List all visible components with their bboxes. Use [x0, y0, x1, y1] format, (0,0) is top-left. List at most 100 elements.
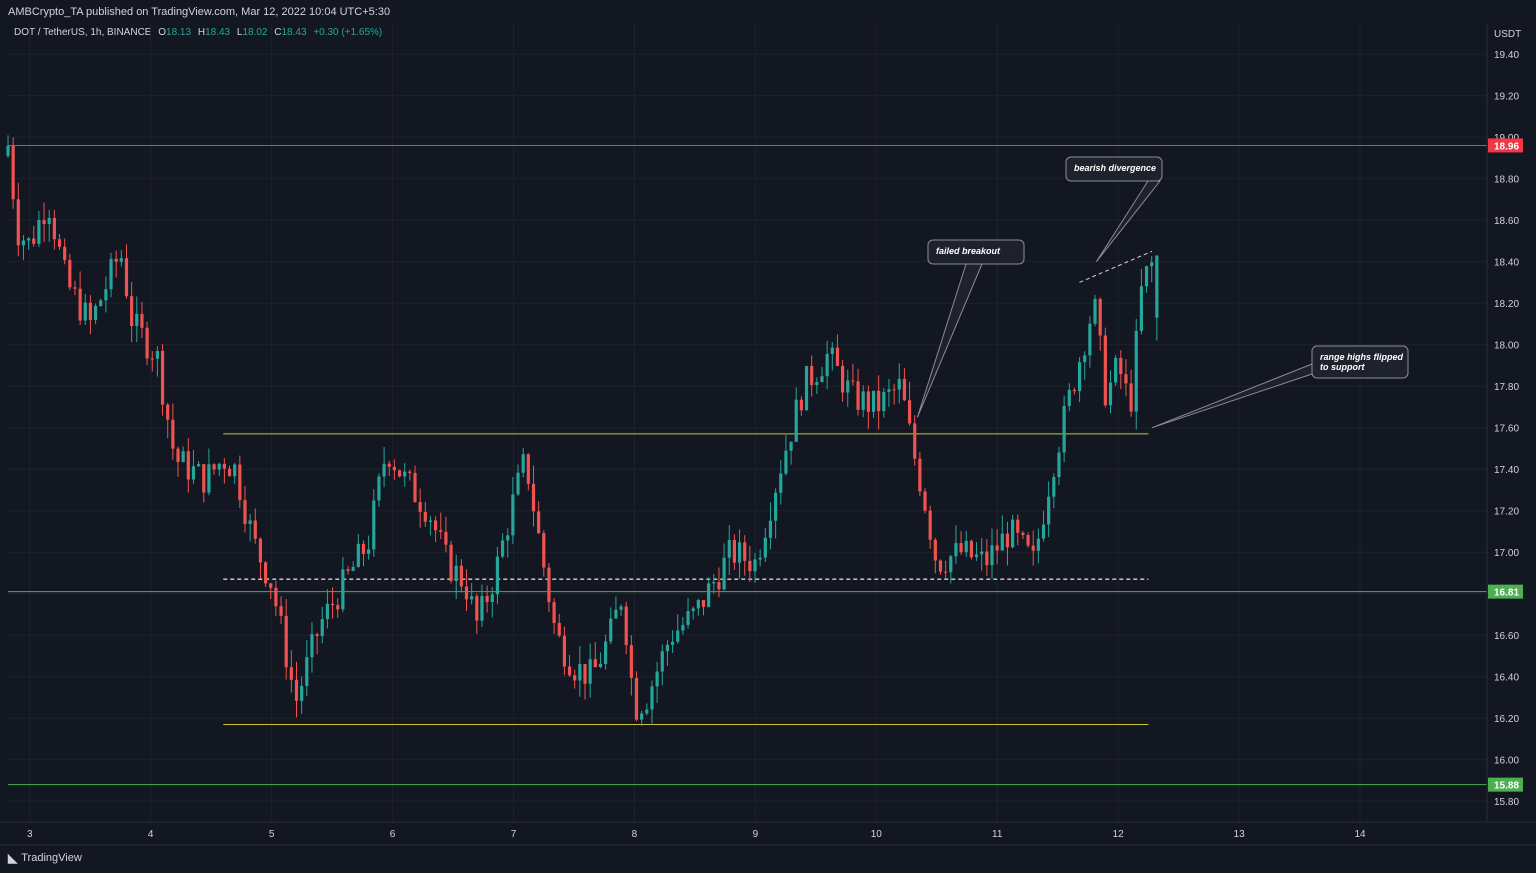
candle-body — [16, 199, 20, 246]
candle-body — [372, 500, 376, 550]
callout-pointer — [916, 263, 983, 418]
candle-body — [150, 358, 154, 360]
candle-body — [454, 565, 458, 581]
candle-body — [284, 615, 288, 668]
candle-body — [588, 659, 592, 684]
candle-body — [21, 240, 26, 246]
annotations[interactable]: bearish divergence failed breakout range h… — [916, 156, 1409, 429]
callout-text: bearish divergence — [1074, 163, 1156, 173]
support-price-tag — [1488, 777, 1523, 792]
candle-body — [1108, 382, 1113, 406]
candle-body — [969, 540, 973, 558]
candle-body — [490, 594, 494, 602]
candle-body — [774, 492, 778, 521]
price-axis-pane[interactable] — [1487, 0, 1536, 873]
symbol-name[interactable]: DOT / TetherUS, 1h, BINANCE — [14, 27, 152, 38]
y-tick-label: 17.00 — [1494, 548, 1519, 559]
candle-body — [526, 454, 530, 484]
low-value: 18.02 — [242, 27, 268, 38]
close-label: C — [274, 27, 282, 38]
y-tick-label: 16.40 — [1494, 673, 1519, 684]
candle-body — [676, 630, 680, 642]
candle-body — [202, 464, 206, 493]
candle-body — [325, 603, 330, 620]
candle-body — [573, 675, 577, 681]
candle-body — [1093, 298, 1097, 324]
candle-body — [186, 451, 190, 480]
candle-body — [99, 300, 103, 307]
candle-body — [1052, 476, 1056, 497]
candle-body — [434, 520, 438, 531]
candle-body — [37, 220, 41, 244]
candle-body — [995, 545, 999, 551]
candle-body — [598, 663, 603, 668]
candle-body — [856, 381, 860, 410]
candle-body — [423, 511, 427, 522]
candle-body — [583, 664, 587, 684]
callout[interactable]: bearish divergence — [1065, 156, 1163, 262]
candle-body — [145, 327, 149, 359]
candle-body — [207, 464, 211, 493]
divergence-trendline[interactable] — [1079, 250, 1153, 283]
candle-body — [804, 366, 809, 411]
candle-body — [27, 238, 31, 241]
open-label: O — [158, 27, 167, 38]
candle-body — [918, 458, 922, 492]
range-box[interactable] — [223, 433, 1149, 725]
callout-pointer — [1095, 180, 1162, 262]
tradingview-logo[interactable]: ◣ TradingView — [8, 851, 82, 865]
candle-body — [670, 641, 675, 645]
price-axis[interactable]: USDT19.4019.2019.0018.8018.6018.4018.201… — [1486, 0, 1536, 873]
candle-body — [897, 378, 901, 390]
candle-body — [464, 586, 469, 600]
candle-body — [516, 472, 520, 495]
candle-body — [356, 543, 360, 568]
candle-body — [11, 145, 15, 200]
candle-body — [413, 472, 417, 503]
candle-body — [300, 685, 304, 701]
candle-body — [542, 533, 546, 568]
candle-body — [361, 543, 366, 554]
candle-body — [531, 483, 536, 512]
callout[interactable]: failed breakout — [916, 239, 1025, 418]
candle-body — [1124, 374, 1128, 384]
candle-body — [737, 542, 742, 563]
y-tick-label: 18.20 — [1494, 299, 1519, 310]
candle-body — [485, 595, 489, 602]
brand-label: TradingView — [21, 852, 82, 864]
candle-body — [567, 666, 572, 676]
candle-body — [444, 531, 448, 545]
candle-body — [1062, 405, 1066, 453]
candle-body — [727, 540, 731, 558]
candle-body — [222, 463, 226, 469]
time-axis[interactable]: 3 4 5 6 7 8 9 10 11 12 13 14 — [0, 821, 1536, 846]
candle-body — [130, 296, 134, 327]
candle-body — [902, 378, 907, 401]
candle-body — [212, 464, 216, 470]
candle-body — [1057, 452, 1061, 477]
candle-body — [248, 520, 252, 525]
candle-body — [387, 463, 391, 467]
candle-body — [1088, 323, 1092, 356]
candle-body — [408, 471, 412, 473]
y-tick-label: 19.40 — [1494, 50, 1519, 61]
candle-body — [93, 306, 98, 321]
high-label: H — [197, 27, 206, 38]
candle-body — [866, 391, 870, 412]
horizontal-levels[interactable] — [8, 144, 1487, 786]
candle-body — [1155, 255, 1159, 318]
candle-body — [428, 520, 433, 522]
high-value: 18.43 — [205, 27, 231, 38]
candle-body — [882, 391, 886, 412]
candle-body — [52, 217, 56, 240]
y-tick-label: 17.80 — [1494, 382, 1519, 393]
candle-body — [717, 582, 721, 590]
candle-body — [253, 520, 257, 539]
callout[interactable]: range highs flipped to support — [1151, 345, 1409, 429]
candle-body — [73, 287, 77, 289]
candle-body — [815, 381, 819, 386]
candle-body — [779, 473, 783, 493]
candle-body — [985, 551, 989, 566]
candle-body — [57, 239, 62, 247]
